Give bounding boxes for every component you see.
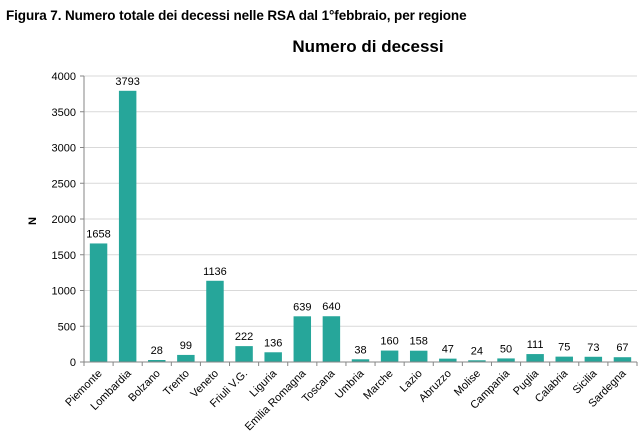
category-label: Umbria xyxy=(333,367,367,401)
bar xyxy=(613,357,632,362)
bar xyxy=(177,354,195,362)
data-label: 136 xyxy=(264,337,282,349)
bar xyxy=(555,356,573,362)
data-label: 1658 xyxy=(86,228,110,240)
bar xyxy=(235,346,253,362)
y-tick-label: 1000 xyxy=(52,286,76,298)
bar xyxy=(380,350,399,362)
data-label: 28 xyxy=(151,345,163,357)
data-label: 111 xyxy=(527,339,544,351)
bar xyxy=(409,350,428,362)
data-label: 47 xyxy=(442,344,454,356)
y-tick-label: 500 xyxy=(58,321,76,333)
data-label: 75 xyxy=(558,342,570,354)
bar xyxy=(322,316,341,362)
bar xyxy=(293,316,312,362)
bar xyxy=(89,243,108,362)
chart-title: Numero di decessi xyxy=(292,37,443,56)
y-axis-title: N xyxy=(27,217,39,225)
data-label: 1136 xyxy=(203,266,227,278)
data-label: 73 xyxy=(587,342,599,354)
data-label: 50 xyxy=(500,343,512,355)
data-label: 158 xyxy=(410,336,428,348)
bar xyxy=(206,280,224,362)
bar xyxy=(351,359,370,362)
data-label: 639 xyxy=(293,301,311,313)
data-label: 640 xyxy=(322,301,340,313)
gridlines xyxy=(84,75,637,327)
y-tick-label: 4000 xyxy=(52,71,76,83)
axes xyxy=(80,75,638,366)
category-label: Abruzzo xyxy=(417,368,454,405)
data-label: 38 xyxy=(354,344,366,356)
figure-caption: Figura 7. Numero totale dei decessi nell… xyxy=(6,8,467,23)
bars xyxy=(89,90,632,362)
category-label: Trento xyxy=(161,368,192,399)
category-label: Bolzano xyxy=(126,368,163,405)
category-label: Toscana xyxy=(300,367,338,405)
bar xyxy=(468,360,486,362)
bar xyxy=(264,352,282,362)
data-label: 160 xyxy=(380,336,398,348)
category-label: Marche xyxy=(361,368,395,402)
bar xyxy=(439,358,457,362)
bar xyxy=(526,354,544,362)
category-label: Lazio xyxy=(398,368,425,395)
bar xyxy=(148,359,166,362)
data-label: 99 xyxy=(180,340,192,352)
y-tick-label: 3000 xyxy=(52,143,76,155)
bar xyxy=(497,358,515,362)
data-label: 24 xyxy=(471,345,483,357)
y-tick-label: 0 xyxy=(70,357,76,369)
bar xyxy=(584,356,603,362)
labels: 050010001500200025003000350040001658Piem… xyxy=(52,71,630,433)
y-tick-label: 2500 xyxy=(52,178,76,190)
y-tick-label: 3500 xyxy=(52,107,76,119)
data-label: 3793 xyxy=(115,76,139,88)
category-label: Calabria xyxy=(533,367,571,405)
y-tick-label: 1500 xyxy=(52,250,76,262)
bar xyxy=(118,90,137,362)
y-tick-label: 2000 xyxy=(52,214,76,226)
data-label: 67 xyxy=(616,342,628,354)
data-label: 222 xyxy=(235,331,253,343)
